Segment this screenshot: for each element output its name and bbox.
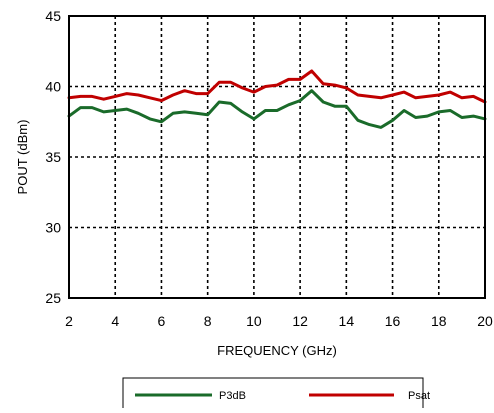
plot-frame	[68, 15, 486, 299]
legend-box	[122, 377, 424, 411]
y-tick-labels: 25 30 35 40 45	[45, 8, 61, 306]
x-tick-label: 12	[292, 313, 308, 329]
x-axis-label: FREQUENCY (GHz)	[217, 343, 337, 358]
x-tick-label: 10	[246, 313, 262, 329]
y-tick-label: 25	[45, 290, 61, 306]
y-tick-label: 30	[45, 220, 61, 236]
series-line-p3db	[67, 89, 487, 129]
x-tick-labels: 2 4 6 8 10 12 14 16 18 20	[65, 313, 493, 329]
grid-lines	[69, 16, 485, 298]
x-tick-label: 2	[65, 313, 73, 329]
x-tick-label: 14	[339, 313, 355, 329]
y-axis-label: POUT (dBm)	[15, 120, 30, 195]
x-tick-label: 4	[111, 313, 119, 329]
legend: P3dB Psat	[122, 377, 430, 411]
y-tick-label: 35	[45, 149, 61, 165]
plot-series	[67, 69, 487, 129]
legend-label-p3db: P3dB	[219, 390, 246, 402]
y-tick-label: 45	[45, 8, 61, 24]
x-tick-label: 20	[477, 313, 493, 329]
x-tick-label: 18	[431, 313, 447, 329]
y-tick-label: 40	[45, 79, 61, 95]
legend-label-psat: Psat	[408, 390, 430, 402]
x-tick-label: 8	[204, 313, 212, 329]
x-tick-label: 16	[385, 313, 401, 329]
x-tick-label: 6	[158, 313, 166, 329]
series-line-psat	[67, 69, 487, 104]
